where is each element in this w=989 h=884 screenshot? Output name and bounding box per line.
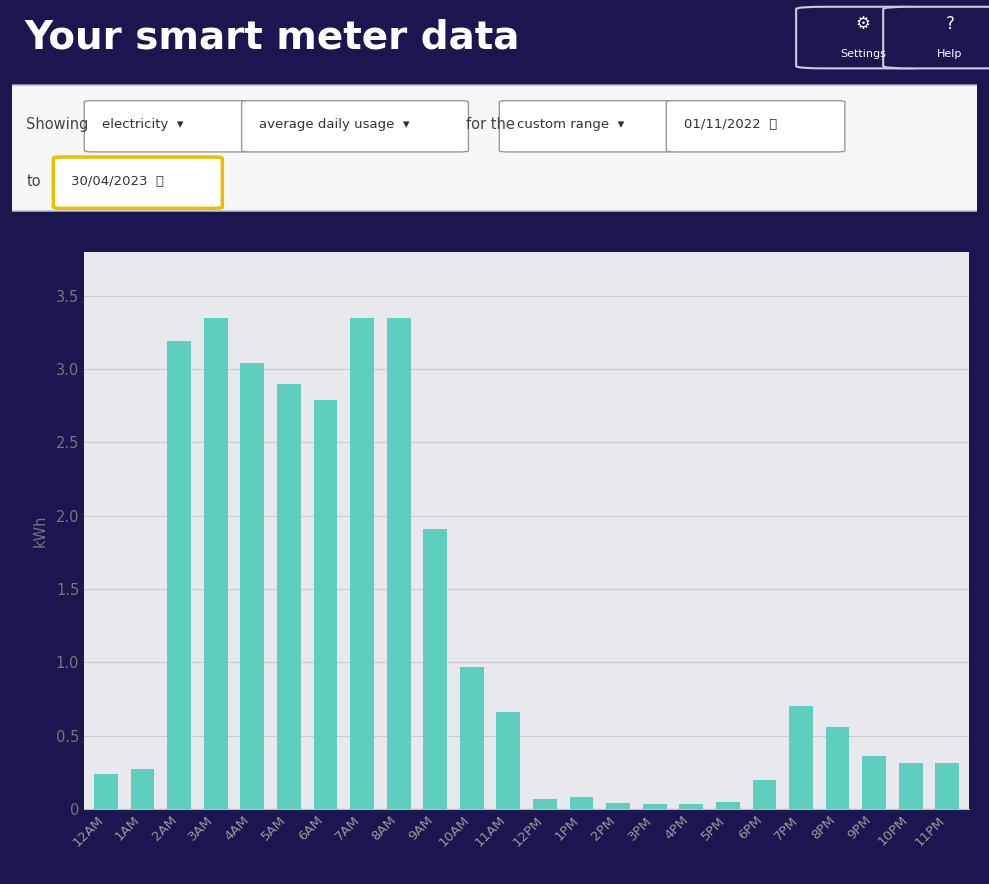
Text: 30/04/2023  🗓: 30/04/2023 🗓 bbox=[71, 175, 164, 188]
FancyBboxPatch shape bbox=[241, 101, 469, 152]
Bar bbox=[94, 774, 118, 809]
Bar bbox=[826, 727, 850, 809]
Bar bbox=[679, 804, 703, 809]
Bar bbox=[533, 798, 557, 809]
Text: to: to bbox=[27, 174, 41, 189]
Bar bbox=[240, 363, 264, 809]
Text: average daily usage  ▾: average daily usage ▾ bbox=[259, 118, 409, 132]
Bar bbox=[387, 318, 410, 809]
Bar bbox=[350, 318, 374, 809]
Bar bbox=[570, 797, 593, 809]
Bar bbox=[204, 318, 227, 809]
Text: Settings: Settings bbox=[840, 50, 886, 59]
Bar bbox=[606, 803, 630, 809]
FancyBboxPatch shape bbox=[883, 7, 989, 68]
Text: electricity  ▾: electricity ▾ bbox=[102, 118, 183, 132]
Bar bbox=[167, 341, 191, 809]
Text: for the: for the bbox=[466, 118, 514, 133]
Bar bbox=[277, 384, 301, 809]
Text: custom range  ▾: custom range ▾ bbox=[516, 118, 624, 132]
Bar bbox=[314, 400, 337, 809]
Bar bbox=[460, 667, 484, 809]
Bar bbox=[936, 764, 959, 809]
FancyBboxPatch shape bbox=[53, 157, 223, 209]
Bar bbox=[643, 804, 667, 809]
Bar bbox=[716, 802, 740, 809]
FancyBboxPatch shape bbox=[796, 7, 930, 68]
Text: ?: ? bbox=[945, 15, 954, 33]
Text: Showing: Showing bbox=[27, 118, 89, 133]
FancyBboxPatch shape bbox=[499, 101, 677, 152]
Text: ⚙: ⚙ bbox=[855, 15, 870, 33]
Bar bbox=[496, 713, 520, 809]
Text: Total: 31.965 kWh: Total: 31.965 kWh bbox=[805, 844, 954, 862]
Text: Help: Help bbox=[938, 50, 962, 59]
Bar bbox=[423, 529, 447, 809]
Bar bbox=[899, 764, 923, 809]
Bar bbox=[789, 706, 813, 809]
Bar bbox=[753, 780, 776, 809]
FancyBboxPatch shape bbox=[667, 101, 845, 152]
FancyBboxPatch shape bbox=[4, 85, 984, 211]
FancyBboxPatch shape bbox=[84, 101, 253, 152]
Text: Your smart meter data: Your smart meter data bbox=[25, 19, 520, 57]
Bar bbox=[862, 756, 886, 809]
Bar bbox=[131, 769, 154, 809]
Y-axis label: kWh: kWh bbox=[33, 514, 47, 546]
Text: 01/11/2022  🗓: 01/11/2022 🗓 bbox=[683, 118, 777, 132]
